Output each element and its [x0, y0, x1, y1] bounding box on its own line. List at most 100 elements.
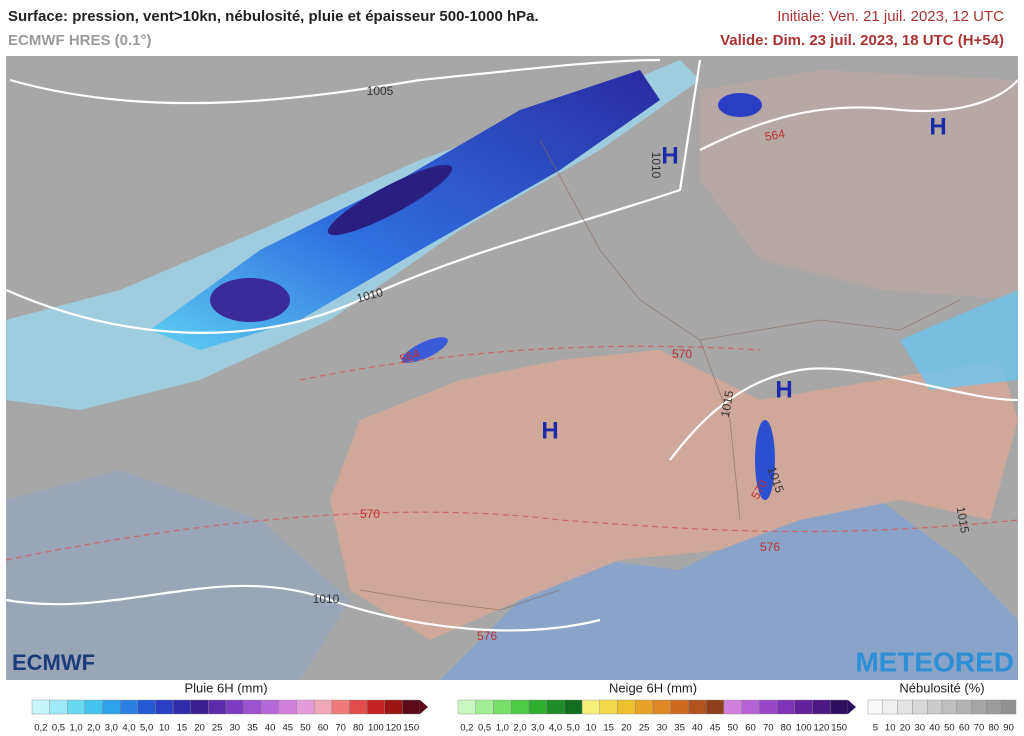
legend-label: 90 — [1003, 723, 1014, 734]
legend-swatch — [208, 699, 227, 715]
pressure-center: H — [541, 417, 558, 444]
legend-label: 40 — [929, 723, 940, 734]
pressure-center: H — [661, 142, 678, 169]
legend-label: 60 — [318, 723, 329, 734]
legend-label: 45 — [710, 723, 721, 734]
thickness-label: 570 — [360, 507, 380, 521]
legend-swatch — [652, 699, 671, 715]
legend-swatch — [986, 699, 1002, 715]
rain-core — [210, 278, 290, 322]
legend-label: 1,0 — [69, 723, 82, 734]
legend-label: 2,0 — [513, 723, 526, 734]
legend-label: 30 — [657, 723, 668, 734]
legend-label: 4,0 — [122, 723, 135, 734]
isobar-label: 1010 — [313, 592, 340, 606]
borders — [359, 139, 961, 611]
legend-swatch — [927, 699, 943, 715]
legend-swatch — [243, 699, 262, 715]
legend-label: 80 — [353, 723, 364, 734]
legend-swatch — [190, 699, 209, 715]
isobar-label: 1010 — [649, 152, 663, 179]
rain-core — [327, 164, 453, 236]
land — [700, 70, 1018, 300]
legend-swatch — [670, 699, 689, 715]
legend-label: 5,0 — [140, 723, 153, 734]
legend-title: Pluie 6H (mm) — [184, 680, 267, 695]
legend-label: 10 — [885, 723, 896, 734]
legend-title: Neige 6H (mm) — [609, 680, 697, 695]
land — [330, 350, 1018, 640]
legend-swatch — [528, 699, 547, 715]
thickness-lines — [5, 345, 1019, 561]
legend-swatch — [723, 699, 742, 715]
legend-swatch — [812, 699, 831, 715]
sea — [440, 500, 1018, 680]
legend-label: 0,5 — [478, 723, 491, 734]
legend-swatch — [830, 699, 849, 715]
valid-time: Valide: Dim. 23 juil. 2023, 18 UTC (H+54… — [720, 32, 1004, 49]
legend-label: 35 — [674, 723, 685, 734]
legend-label: 80 — [989, 723, 1000, 734]
thickness-label: 570 — [672, 347, 692, 361]
legend-label: 3,0 — [531, 723, 544, 734]
legend-swatch — [67, 699, 86, 715]
legend-label: 100 — [796, 723, 812, 734]
legend-swatch — [225, 699, 244, 715]
legend-swatch — [912, 699, 928, 715]
legend-label: 120 — [813, 723, 829, 734]
legend-swatch — [31, 699, 50, 715]
legend-label: 100 — [368, 723, 384, 734]
legend-swatch — [155, 699, 174, 715]
legend-swatch — [867, 699, 884, 715]
legend-label: 150 — [831, 723, 847, 734]
legend-swatch — [635, 699, 654, 715]
legend-swatch — [261, 699, 280, 715]
legend-label: 70 — [763, 723, 774, 734]
legend-label: 0,5 — [52, 723, 65, 734]
legend-swatch — [402, 699, 421, 715]
legend-label: 1,0 — [496, 723, 509, 734]
legend-label: 30 — [230, 723, 241, 734]
legend-label: 30 — [915, 723, 926, 734]
legend-label: 10 — [586, 723, 597, 734]
legend-label: 40 — [692, 723, 703, 734]
thickness-label: 576 — [477, 629, 497, 643]
legend-swatch — [617, 699, 636, 715]
rain-core — [718, 93, 762, 117]
legend-swatch — [971, 699, 987, 715]
legend-swatch — [897, 699, 913, 715]
legend-swatch — [331, 699, 350, 715]
legend-label: 10 — [159, 723, 170, 734]
legend-title: Nébulosité (%) — [899, 680, 984, 695]
thickness-label: 576 — [760, 540, 780, 554]
subtitle: ECMWF HRES (0.1°) — [8, 32, 152, 49]
legend-label: 0,2 — [34, 723, 47, 734]
legend-swatch — [741, 699, 760, 715]
legend-label: 70 — [335, 723, 346, 734]
legend-swatch — [313, 699, 333, 715]
legend-label: 5,0 — [567, 723, 580, 734]
thickness-label: 564 — [764, 126, 786, 143]
legend-swatch — [546, 699, 565, 715]
pressure-center: H — [929, 113, 946, 140]
legend-label: 150 — [403, 723, 419, 734]
legend-swatch — [776, 699, 796, 715]
legend-label: 20 — [194, 723, 205, 734]
legend-swatch — [102, 699, 121, 715]
isobar-label: 1010 — [355, 285, 385, 306]
legend-label: 35 — [247, 723, 258, 734]
legend-label: 2,0 — [87, 723, 100, 734]
legend-swatch — [84, 699, 103, 715]
rain-core — [402, 337, 448, 363]
legend-label: 5 — [873, 723, 878, 734]
title: Surface: pression, vent>10kn, nébulosité… — [8, 8, 539, 25]
legend-swatch — [705, 699, 725, 715]
legend-label: 60 — [745, 723, 756, 734]
legend-swatch — [564, 699, 583, 715]
legend-label: 45 — [282, 723, 293, 734]
pressure-center: H — [775, 376, 792, 403]
legend-label: 25 — [639, 723, 650, 734]
legend-swatch — [688, 699, 707, 715]
map — [5, 56, 1019, 680]
legend-swatch — [296, 699, 315, 715]
